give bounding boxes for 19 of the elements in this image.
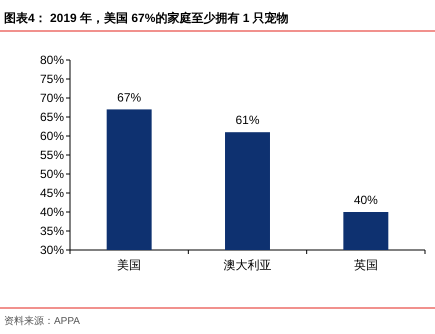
x-tick-label: 美国: [117, 258, 142, 272]
data-label: 67%: [117, 90, 142, 104]
y-tick-label: 80%: [40, 53, 64, 67]
data-label: 61%: [235, 113, 260, 128]
y-tick-label: 40%: [40, 205, 64, 219]
y-tick-label: 65%: [40, 110, 64, 124]
y-tick-label: 75%: [40, 72, 64, 86]
data-label: 40%: [354, 193, 378, 207]
x-tick-label: 英国: [354, 258, 378, 272]
y-tick-label: 45%: [40, 186, 64, 200]
chart-title: 图表4： 2019 年，美国 67%的家庭至少拥有 1 只宠物: [4, 11, 289, 25]
text: 资料来源：APPA: [4, 315, 80, 327]
y-tick-label: 55%: [40, 148, 64, 162]
x-tick-label: 澳大利亚: [224, 258, 272, 272]
y-tick-label: 60%: [40, 129, 64, 143]
y-tick-label: 30%: [40, 243, 64, 257]
y-tick-label: 35%: [40, 224, 64, 238]
y-tick-label: 70%: [40, 91, 64, 105]
y-tick-label: 50%: [40, 167, 64, 181]
